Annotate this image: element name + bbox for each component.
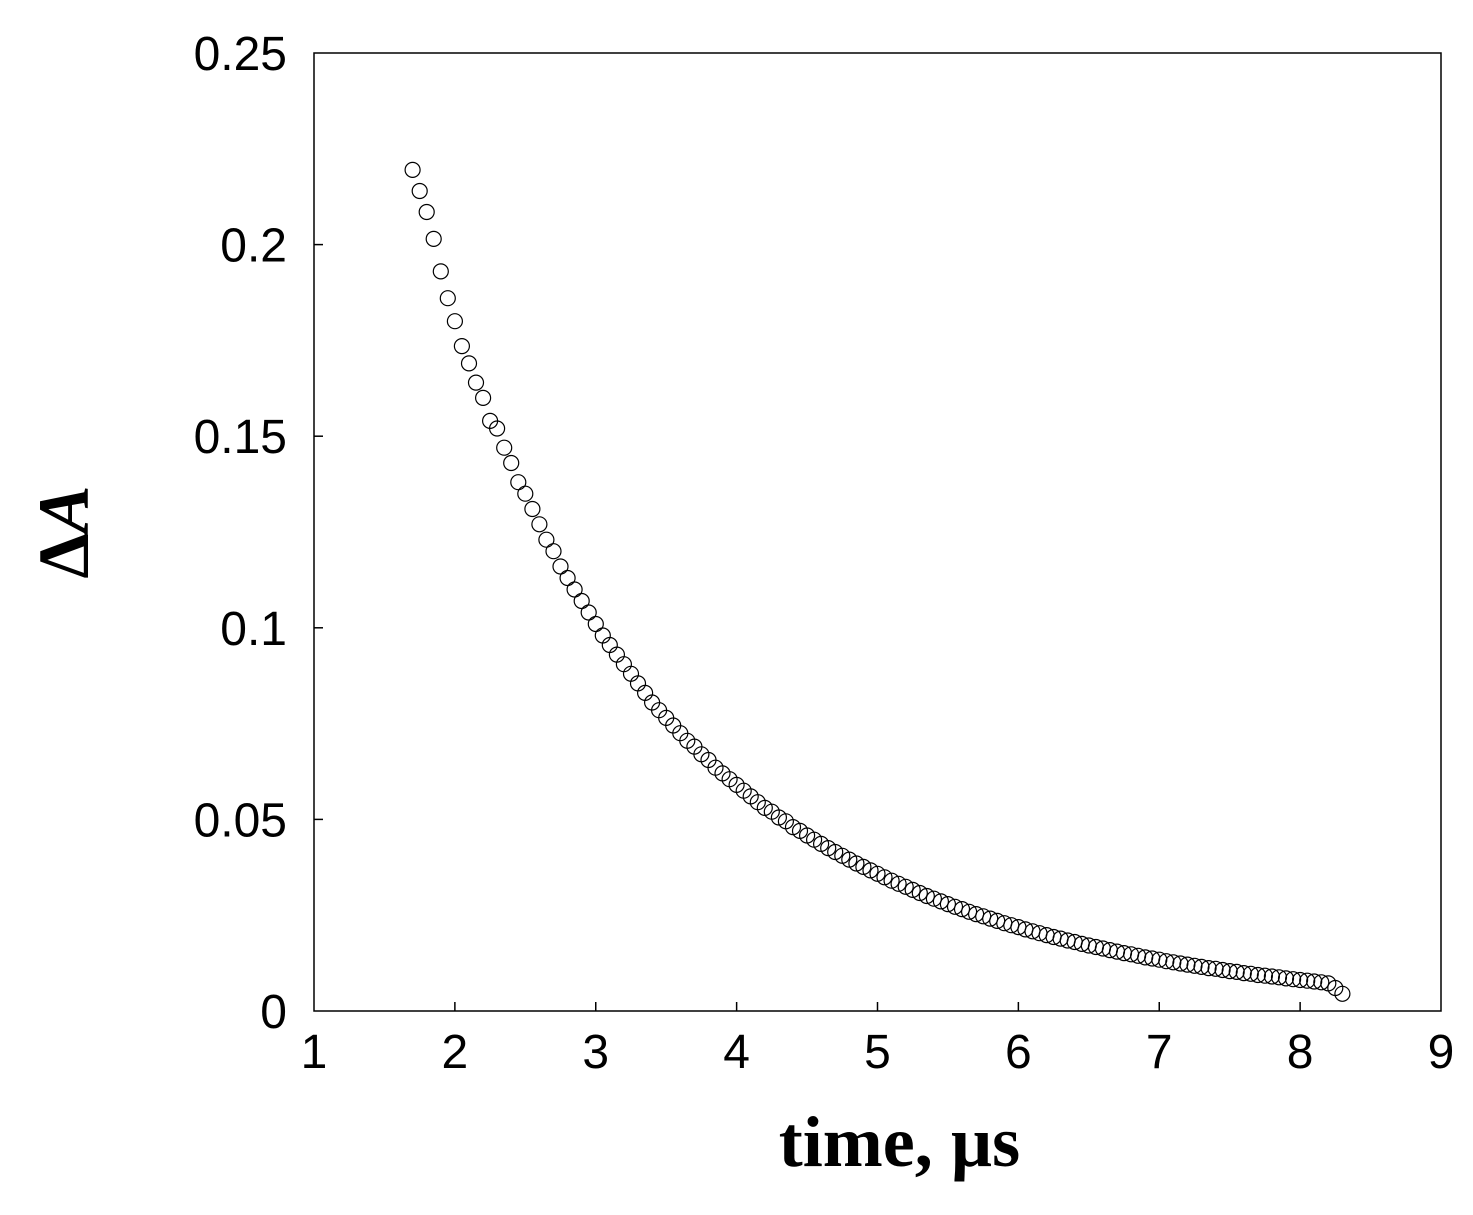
data-point (1299, 972, 1316, 989)
data-point (496, 439, 513, 456)
data-point (855, 858, 872, 876)
data-point (510, 474, 527, 491)
data-point (1242, 965, 1259, 982)
data-point (446, 313, 463, 330)
y-tick-label: 0.05 (194, 794, 287, 847)
data-point (453, 338, 470, 355)
data-point (404, 161, 421, 178)
data-point (559, 569, 576, 587)
data-point (418, 203, 435, 221)
data-point (904, 881, 921, 899)
data-point (918, 887, 935, 905)
data-points (404, 161, 1351, 1002)
data-point (411, 182, 428, 200)
data-point (1235, 964, 1252, 982)
data-point (897, 878, 914, 895)
y-axis-title: ΔA (24, 485, 104, 578)
data-point (460, 355, 478, 372)
y-axis-ticks: 0 0.05 0.1 0.15 0.2 0.25 (194, 28, 323, 1039)
data-point (538, 531, 555, 548)
data-point (1313, 974, 1330, 991)
x-tick-label: 9 (1428, 1026, 1455, 1079)
data-point (467, 374, 485, 391)
data-point (1263, 968, 1281, 985)
data-point (939, 895, 957, 913)
y-tick-label: 0.1 (220, 603, 287, 656)
data-point (580, 604, 597, 621)
data-point (622, 665, 640, 682)
data-point (1193, 958, 1210, 976)
data-point (524, 500, 541, 518)
data-point (1214, 961, 1231, 979)
data-point (1284, 971, 1302, 988)
x-tick-label: 7 (1146, 1026, 1173, 1079)
data-point (432, 263, 449, 280)
x-tick-label: 8 (1287, 1026, 1314, 1079)
data-point (1200, 959, 1217, 977)
data-point (1228, 963, 1245, 981)
data-point (1249, 966, 1267, 984)
y-axis-title-symbol: A (24, 485, 104, 537)
x-tick-label: 2 (442, 1026, 469, 1079)
data-point (1221, 962, 1238, 980)
data-point (932, 893, 950, 910)
data-point (601, 636, 618, 654)
data-point (862, 862, 879, 879)
data-point (1306, 973, 1323, 990)
data-point (425, 230, 442, 247)
x-axis-ticks: 1 2 3 4 5 6 7 8 9 (301, 1002, 1455, 1079)
data-point (636, 684, 654, 702)
data-point (1334, 985, 1351, 1002)
data-point (594, 627, 611, 644)
data-point (517, 485, 534, 502)
data-point (552, 558, 569, 575)
data-point (848, 855, 865, 872)
data-point (925, 890, 943, 907)
data-point (573, 592, 590, 610)
data-point (1270, 969, 1288, 986)
y-tick-label: 0.2 (220, 220, 287, 273)
y-axis-title-delta: Δ (24, 533, 104, 578)
data-point (489, 420, 506, 437)
x-tick-label: 6 (1005, 1026, 1032, 1079)
data-point (946, 898, 964, 915)
x-tick-label: 5 (864, 1026, 891, 1079)
data-point (890, 875, 907, 892)
x-axis-title: time, µs (779, 1102, 1020, 1182)
x-tick-label: 3 (582, 1026, 609, 1079)
data-point (587, 615, 604, 633)
data-point (1277, 970, 1295, 987)
data-point (876, 869, 893, 886)
x-tick-label: 1 (301, 1026, 328, 1079)
data-point (883, 872, 900, 889)
data-point (439, 290, 456, 307)
data-point (911, 884, 928, 902)
data-point (531, 516, 548, 533)
y-tick-label: 0.15 (194, 411, 287, 464)
y-tick-label: 0 (260, 986, 287, 1039)
data-point (615, 656, 633, 673)
data-point (545, 543, 562, 560)
x-tick-label: 4 (723, 1026, 750, 1079)
data-point (503, 454, 520, 472)
y-tick-label: 0.25 (194, 28, 287, 81)
data-point (1291, 971, 1309, 989)
data-point (629, 675, 647, 692)
data-point (608, 646, 626, 663)
data-point (475, 389, 492, 406)
data-point (1256, 967, 1274, 984)
data-point (953, 900, 971, 918)
data-point (566, 581, 583, 598)
